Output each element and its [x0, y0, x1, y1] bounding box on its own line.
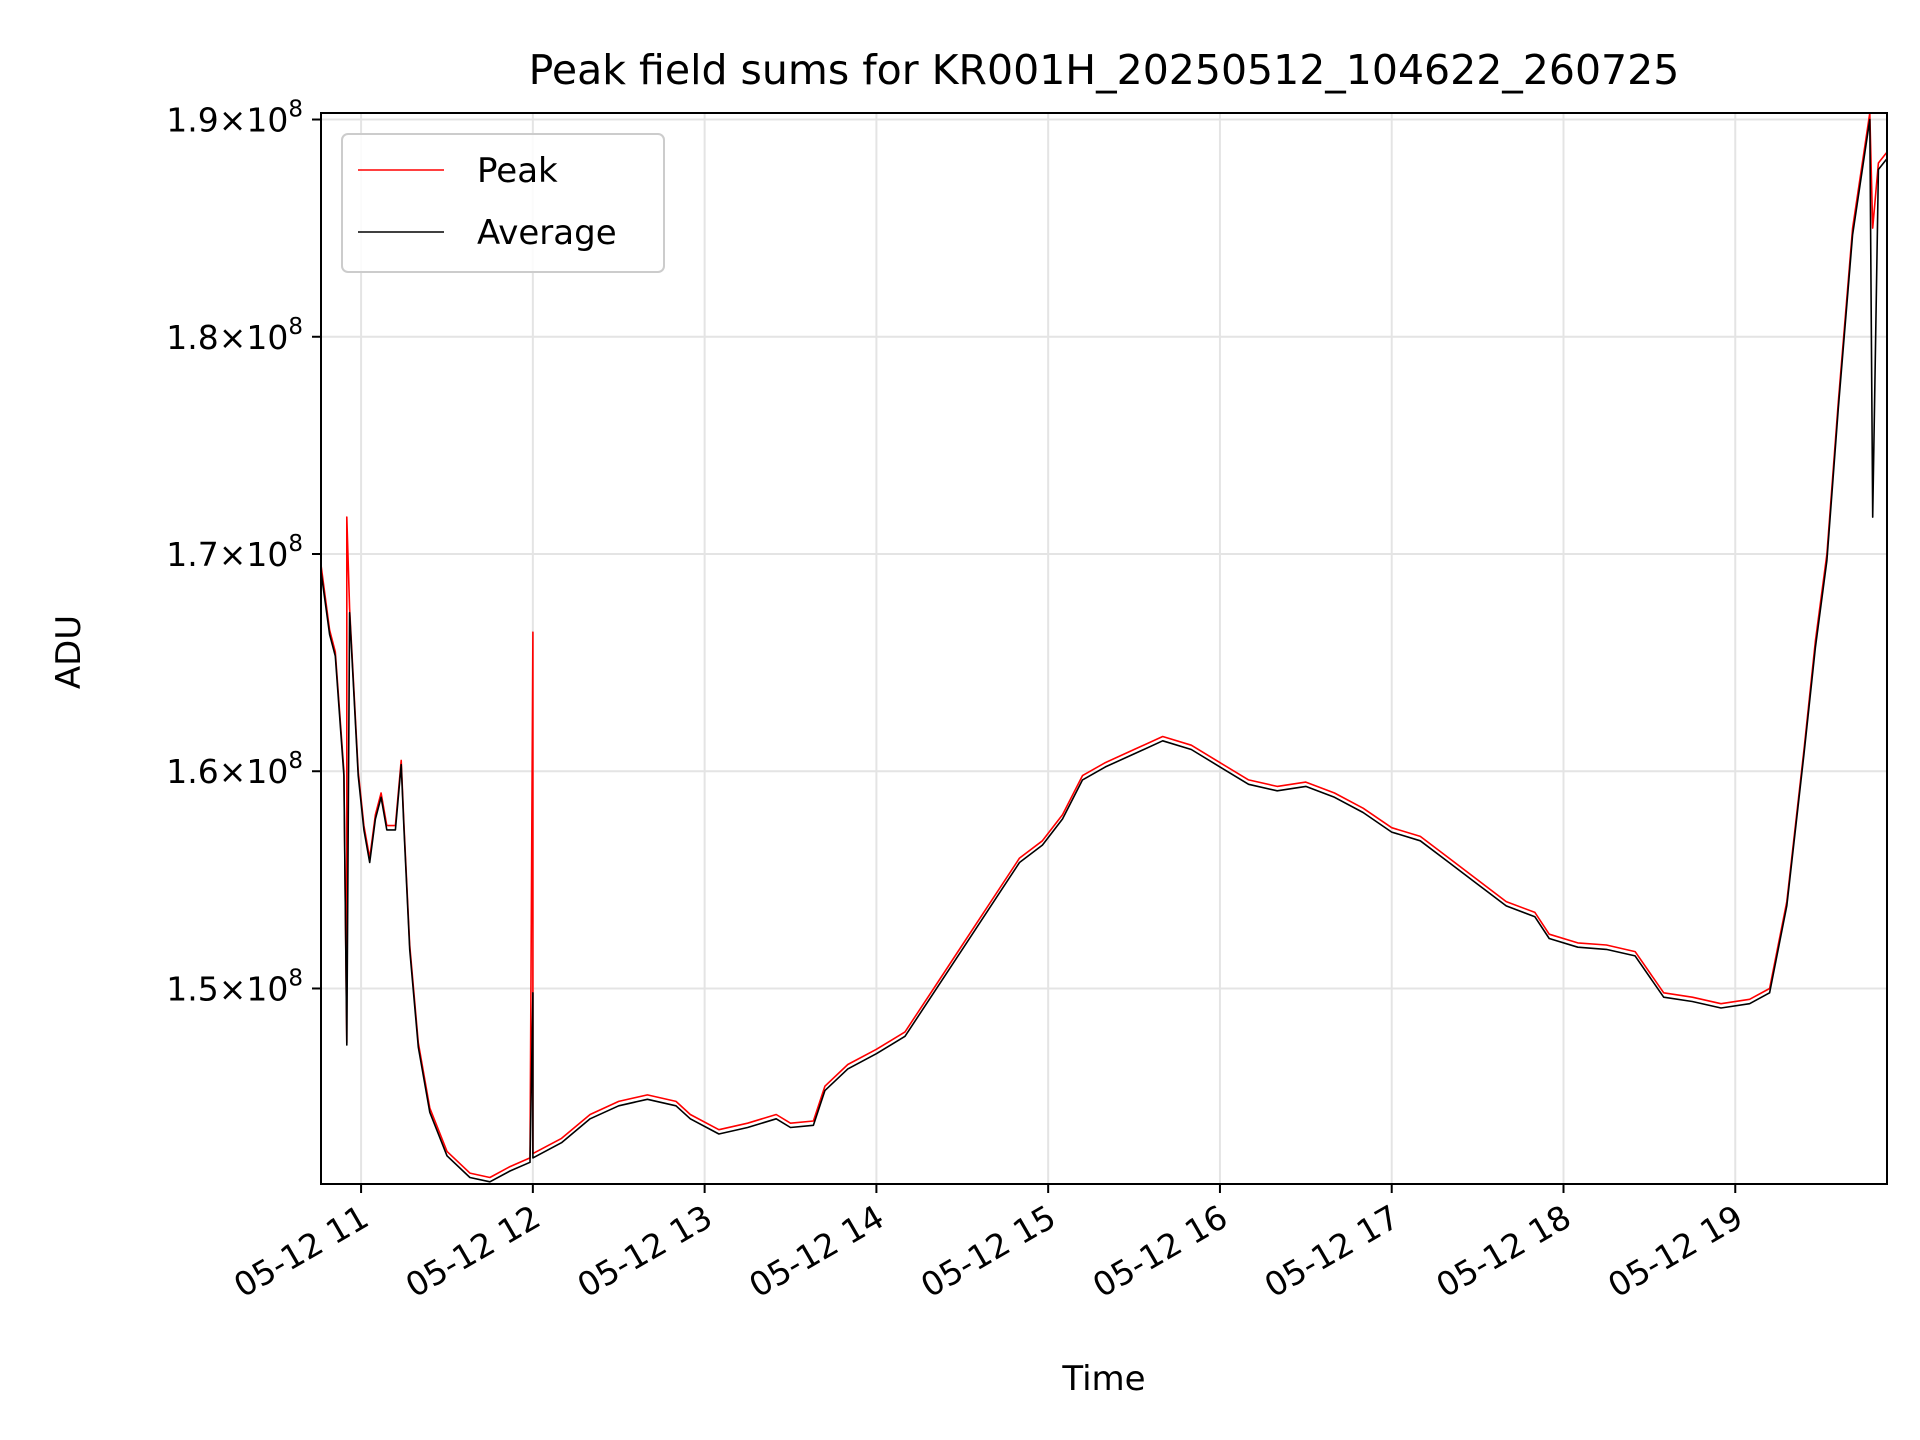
y-tick-label: 1.9×108	[166, 97, 303, 140]
legend: Peak Average	[341, 133, 665, 273]
chart-title: Peak field sums for KR001H_20250512_1046…	[529, 46, 1680, 94]
plot-lines	[320, 112, 1888, 1183]
y-tick-label: 1.7×108	[166, 531, 303, 574]
y-tick-label: 1.5×108	[166, 965, 303, 1008]
x-axis-title: Time	[1061, 1359, 1145, 1399]
legend-box	[341, 133, 665, 273]
y-tick-label: 1.6×108	[166, 748, 303, 791]
legend-label-average: Average	[477, 213, 617, 253]
plot-frame	[320, 112, 1888, 1185]
series-line-average	[320, 118, 1888, 1183]
y-tick-label: 1.8×108	[166, 314, 303, 357]
y-axis-title: ADU	[49, 615, 89, 689]
legend-label-peak: Peak	[477, 151, 558, 191]
